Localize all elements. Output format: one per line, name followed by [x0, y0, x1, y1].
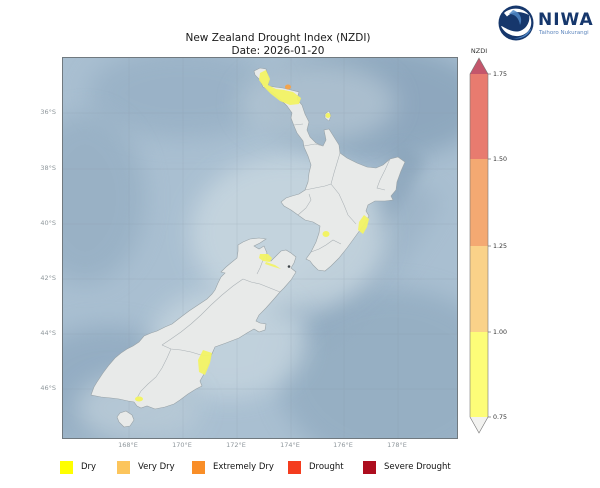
dry-patch-otago [198, 350, 212, 375]
lat-label-44s: 44°S [40, 329, 56, 337]
map-panel [23, 45, 508, 468]
colorbar-tick-labels: 1.75 1.50 1.25 1.00 0.75 [493, 71, 507, 421]
niwa-logo: NIWA Taihoro Nukurangi [496, 3, 596, 45]
colorbar-seg-below [470, 417, 488, 433]
legend-label-drought: Drought [309, 462, 344, 472]
lon-label-176e: 176°E [333, 441, 353, 449]
legend-swatch-severe-drought [363, 460, 376, 474]
legend-label-dry: Dry [81, 462, 97, 472]
lat-label-42s: 42°S [40, 274, 56, 282]
city-marker [287, 265, 291, 268]
drought-patches [135, 70, 369, 402]
lon-label-172e: 172°E [226, 441, 246, 449]
colorbar-seg-3 [470, 246, 488, 332]
colorbar-seg-above [470, 58, 488, 74]
stewart-island [116, 410, 135, 428]
legend-item-very-dry: Very Dry [117, 459, 175, 475]
legend-swatch-dry [60, 460, 73, 474]
colorbar-label: NZDI [471, 47, 487, 55]
legend-label-severe-drought: Severe Drought [384, 462, 451, 472]
colorbar-canvas: NZDI 1.75 1.50 1.25 1.00 0.75 [469, 47, 507, 434]
colorbar-seg-1 [470, 74, 488, 159]
lon-label-168e: 168°E [118, 441, 138, 449]
legend-item-extremely-dry: Extremely Dry [192, 459, 274, 475]
legend-swatch-extremely-dry [192, 460, 205, 474]
colorbar: NZDI 1.75 1.50 1.25 1.00 0.75 [466, 44, 516, 448]
dry-patch-hawkes-bay [358, 215, 369, 234]
lon-label-170e: 170°E [172, 441, 192, 449]
lat-label-38s: 38°S [40, 164, 56, 172]
logo-tagline: Taihoro Nukurangi [539, 30, 589, 36]
legend-item-dry: Dry [60, 459, 96, 475]
dry-patch-tararua [322, 231, 330, 237]
lat-label-46s: 46°S [40, 384, 56, 392]
very-dry-patch-northland [285, 84, 291, 90]
dry-patch-marlborough-streak [265, 262, 281, 269]
tick-1-25: 1.25 [493, 243, 507, 250]
dry-patch-marlborough [259, 254, 272, 262]
drought-legend: Dry Very Dry Extremely Dry Drought Sever… [0, 456, 600, 480]
dry-patch-great-barrier [325, 113, 331, 118]
legend-swatch-drought [288, 460, 301, 474]
legend-swatch-very-dry [117, 460, 130, 474]
map-canvas [23, 45, 508, 468]
title-main: New Zealand Drought Index (NZDI) [185, 32, 371, 44]
dry-patch-southland [135, 396, 143, 402]
chart-title: New Zealand Drought Index (NZDI) Date: 2… [128, 31, 428, 58]
colorbar-tick-marks [488, 73, 491, 418]
lon-label-178e: 178°E [387, 441, 407, 449]
colorbar-seg-2 [470, 159, 488, 246]
niwa-logo-icon [498, 5, 534, 41]
dry-patch-northland [259, 70, 301, 105]
south-island [90, 237, 297, 410]
tick-1-00: 1.00 [493, 329, 507, 336]
legend-label-very-dry: Very Dry [138, 462, 175, 472]
tick-1-75: 1.75 [493, 71, 507, 78]
graticule [63, 58, 457, 438]
logo-name: NIWA [538, 10, 594, 30]
tick-0-75: 0.75 [493, 414, 507, 421]
tick-1-50: 1.50 [493, 156, 507, 163]
lon-label-174e: 174°E [280, 441, 300, 449]
legend-item-severe-drought: Severe Drought [363, 459, 451, 475]
legend-item-drought: Drought [288, 459, 344, 475]
lat-label-40s: 40°S [40, 219, 56, 227]
legend-label-extremely-dry: Extremely Dry [213, 462, 274, 472]
colorbar-seg-4 [470, 332, 488, 417]
lat-label-36s: 36°S [40, 108, 56, 116]
title-date: Date: 2026-01-20 [231, 45, 325, 57]
